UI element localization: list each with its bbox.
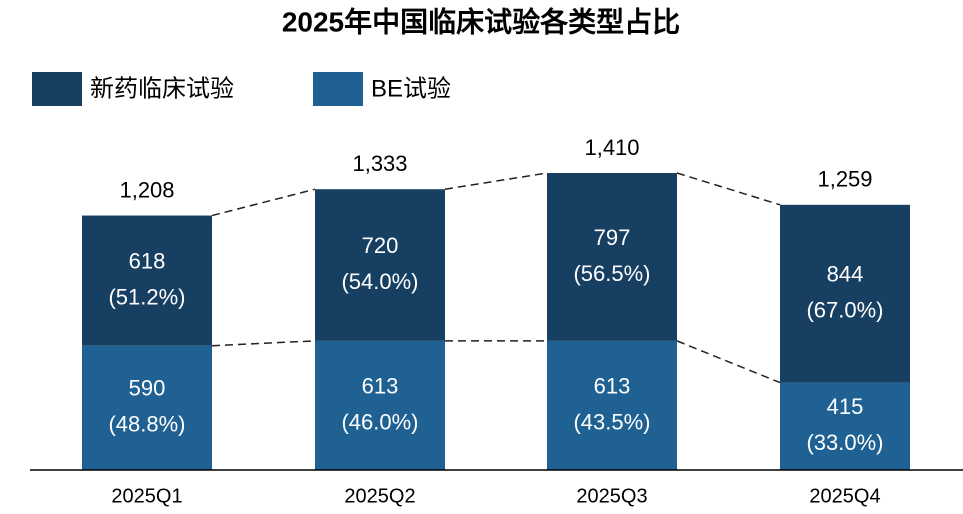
bar-segment bbox=[547, 173, 677, 341]
connector bbox=[211, 188, 316, 217]
connector bbox=[676, 340, 781, 384]
connector bbox=[211, 340, 316, 347]
total-label: 1,410 bbox=[584, 135, 639, 160]
value-label: 613 bbox=[594, 373, 631, 398]
share-label: (48.8%) bbox=[108, 412, 185, 437]
chart-title: 2025年中国临床试验各类型占比 bbox=[282, 5, 680, 37]
value-label: 844 bbox=[827, 262, 864, 287]
legend-label: BE试验 bbox=[371, 75, 451, 102]
bar-segment bbox=[315, 340, 445, 470]
legend-label: 新药临床试验 bbox=[90, 75, 234, 102]
value-label: 797 bbox=[594, 225, 631, 250]
share-label: (67.0%) bbox=[806, 298, 883, 323]
value-label: 415 bbox=[827, 394, 864, 419]
connector bbox=[676, 172, 781, 206]
bar-segment bbox=[315, 189, 445, 341]
x-tick-label: 2025Q1 bbox=[111, 485, 182, 507]
bar-segment bbox=[82, 215, 212, 346]
legend-swatch bbox=[32, 72, 82, 106]
total-label: 1,333 bbox=[352, 151, 407, 176]
x-tick-label: 2025Q4 bbox=[809, 485, 880, 507]
value-label: 590 bbox=[129, 376, 166, 401]
value-label: 613 bbox=[362, 373, 399, 398]
total-label: 1,208 bbox=[119, 177, 174, 202]
share-label: (43.5%) bbox=[573, 409, 650, 434]
bar-segment bbox=[780, 382, 910, 470]
x-tick-label: 2025Q3 bbox=[576, 485, 647, 507]
x-tick-label: 2025Q2 bbox=[344, 485, 415, 507]
share-label: (46.0%) bbox=[341, 409, 418, 434]
share-label: (51.2%) bbox=[108, 284, 185, 309]
share-label: (56.5%) bbox=[573, 261, 650, 286]
total-label: 1,259 bbox=[817, 167, 872, 192]
bar-segment bbox=[547, 340, 677, 470]
share-label: (54.0%) bbox=[341, 269, 418, 294]
share-label: (33.0%) bbox=[806, 430, 883, 455]
connector bbox=[444, 172, 548, 190]
bar-segment bbox=[82, 345, 212, 470]
value-label: 720 bbox=[362, 233, 399, 258]
value-label: 618 bbox=[129, 248, 166, 273]
legend-swatch bbox=[313, 72, 363, 106]
bar-segment bbox=[780, 204, 910, 383]
